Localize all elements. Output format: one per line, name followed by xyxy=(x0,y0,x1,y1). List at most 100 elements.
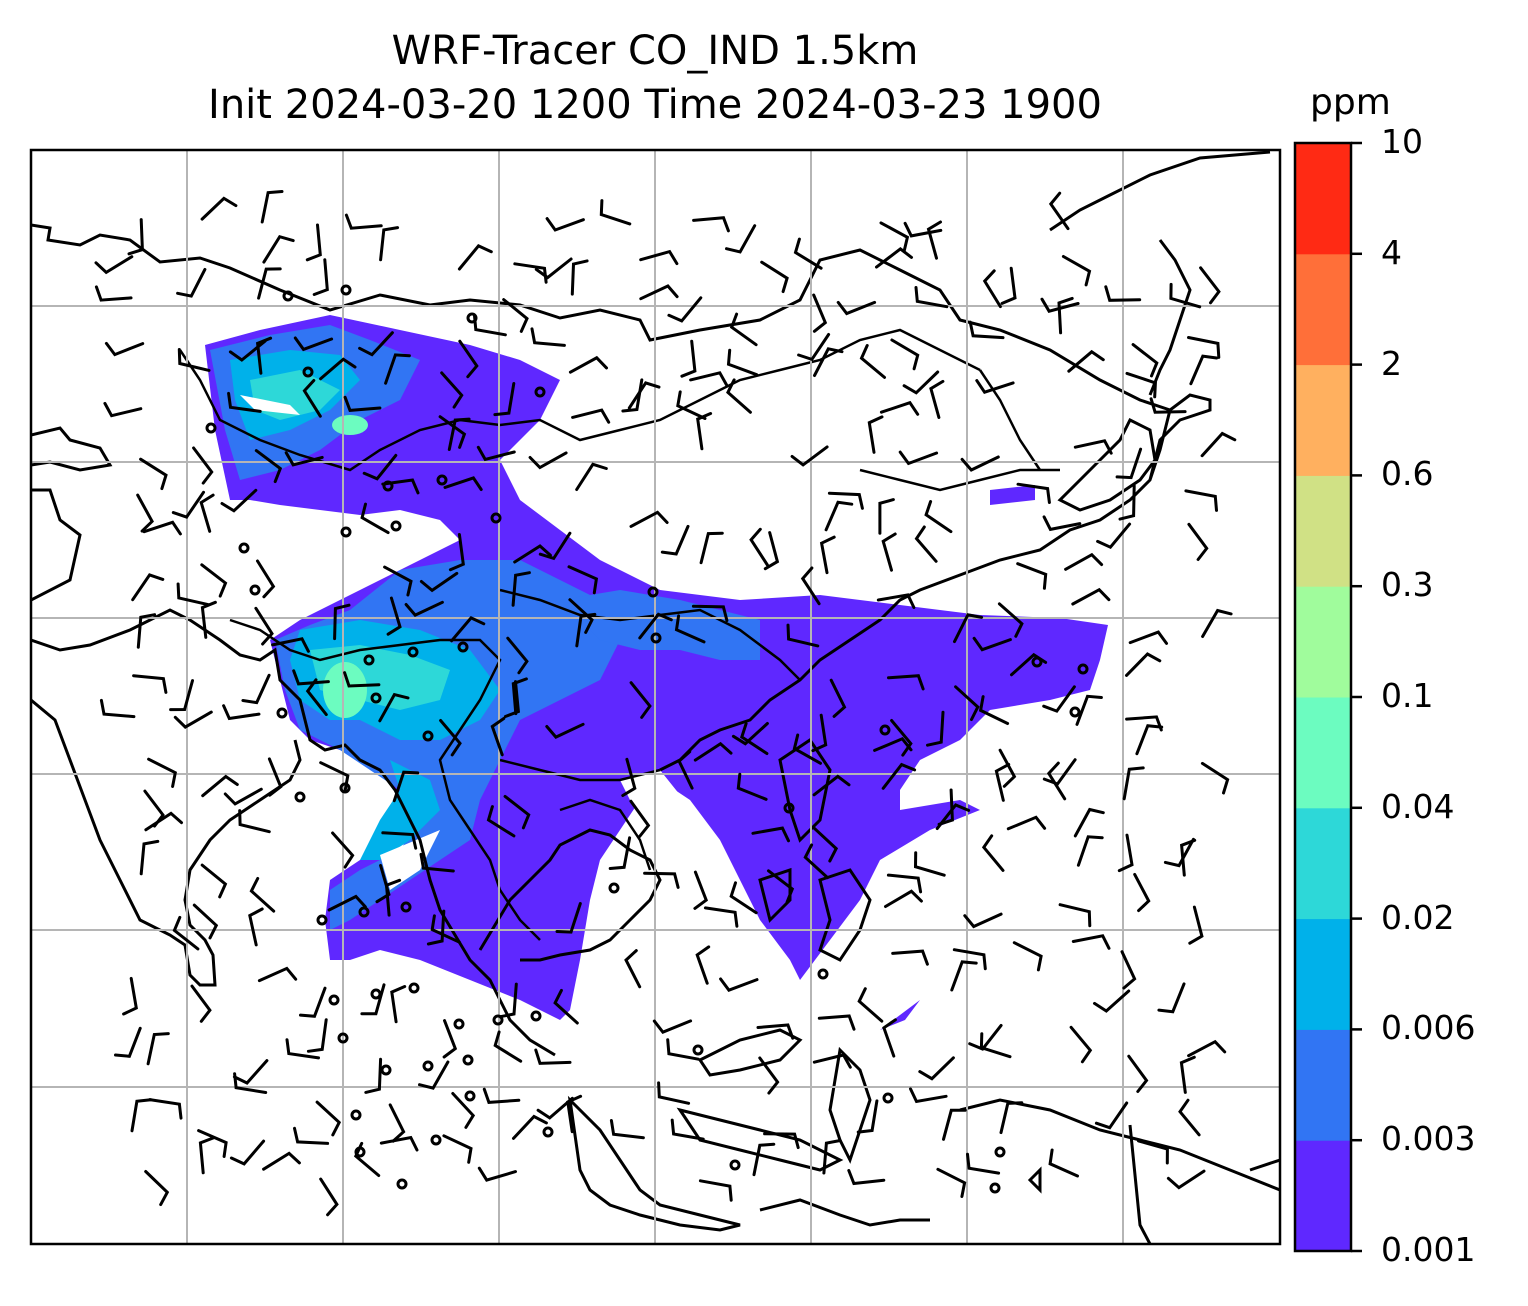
wind-barb xyxy=(285,1038,320,1060)
wind-barb xyxy=(918,1056,955,1081)
wind-barb xyxy=(148,1098,183,1120)
wind-barb xyxy=(978,695,1010,725)
wind-barb xyxy=(699,531,724,565)
wind-barb xyxy=(1000,266,1017,305)
wind-barb xyxy=(199,493,215,533)
colorbar-tick-label: 0.04 xyxy=(1381,786,1455,826)
wind-barb xyxy=(608,836,632,870)
wind-barb xyxy=(1117,833,1134,873)
wind-barb xyxy=(229,1139,266,1166)
wind-barb xyxy=(827,491,864,510)
wind-barb xyxy=(953,613,984,644)
wind-barb xyxy=(666,1038,700,1061)
colorbar-unit: ppm xyxy=(1310,82,1391,123)
wind-barb xyxy=(829,678,847,718)
wind-barb xyxy=(812,1053,852,1069)
wind-barb xyxy=(293,1126,330,1145)
wind-barb xyxy=(729,312,758,347)
wind-barb xyxy=(1042,758,1077,786)
wind-barb xyxy=(1094,1101,1129,1130)
wind-barb xyxy=(200,196,238,221)
wind-barb xyxy=(200,563,228,598)
wind-barb xyxy=(736,772,768,801)
wind-barb xyxy=(1069,1025,1093,1064)
wind-barb xyxy=(293,336,334,352)
calm-wind-circle xyxy=(882,1092,894,1104)
calm-wind-circle xyxy=(647,586,659,598)
wind-barb xyxy=(1133,872,1151,913)
wind-barb xyxy=(568,598,594,634)
wind-barb xyxy=(670,1118,705,1141)
wind-barb xyxy=(220,488,258,513)
wind-barb xyxy=(875,247,913,269)
wind-barb xyxy=(726,378,752,414)
colorbar-bin xyxy=(1295,475,1351,587)
tracer-field-max xyxy=(323,415,368,718)
wind-barb xyxy=(936,1167,967,1198)
wind-barb xyxy=(388,1103,406,1143)
wind-barb xyxy=(169,679,194,712)
wind-barb xyxy=(836,300,877,316)
wind-barb xyxy=(790,445,829,467)
wind-barb xyxy=(890,338,920,371)
wind-barb xyxy=(824,500,854,532)
calm-wind-circle xyxy=(422,1060,434,1072)
wind-barb xyxy=(271,637,310,653)
wind-barb xyxy=(935,803,971,831)
wind-barb xyxy=(511,571,531,607)
wind-barb xyxy=(1187,336,1221,359)
wind-barb xyxy=(968,320,1005,340)
wind-barb xyxy=(1166,1169,1206,1190)
wind-barb xyxy=(1006,815,1047,831)
wind-barb xyxy=(438,415,467,449)
calm-wind-circle xyxy=(354,1146,366,1158)
wind-barb xyxy=(502,298,529,333)
wind-barb xyxy=(384,353,411,385)
wind-barb xyxy=(881,762,917,790)
wind-barb xyxy=(696,412,713,451)
wind-barb xyxy=(448,533,465,572)
wind-barb xyxy=(511,677,528,716)
wind-barb xyxy=(302,379,322,418)
colorbar-tick-label: 4 xyxy=(1381,232,1402,272)
calm-wind-circle xyxy=(276,707,288,719)
wind-barb xyxy=(362,453,398,481)
wind-barb xyxy=(254,606,274,646)
wind-barb xyxy=(913,851,946,877)
calm-wind-circle xyxy=(302,366,314,378)
wind-barb xyxy=(725,224,757,254)
wind-barb xyxy=(375,864,391,904)
wind-barb xyxy=(792,733,822,765)
wind-barb xyxy=(624,949,642,989)
wind-barb xyxy=(390,985,407,1024)
wind-barb xyxy=(147,757,177,788)
wind-barb xyxy=(1012,941,1043,972)
wind-barb xyxy=(763,1132,800,1150)
wind-barb xyxy=(749,527,769,567)
wind-barb xyxy=(538,531,572,561)
wind-barb xyxy=(1179,1055,1196,1094)
calm-wind-circle xyxy=(358,906,370,918)
wind-barb xyxy=(392,770,420,803)
calm-wind-circle xyxy=(396,1178,408,1190)
calm-wind-circle xyxy=(994,1146,1006,1158)
wind-barb xyxy=(812,774,851,797)
wind-barb xyxy=(241,673,271,705)
wind-barb xyxy=(760,260,789,294)
wind-barb xyxy=(404,600,444,617)
wind-barb xyxy=(200,863,228,899)
wind-barb xyxy=(752,1142,776,1177)
wind-barb xyxy=(859,344,886,379)
wind-barb xyxy=(192,903,219,940)
calm-wind-circle xyxy=(249,584,261,596)
calm-wind-circle xyxy=(492,1014,504,1026)
calm-wind-circle xyxy=(692,1044,704,1056)
wind-barb xyxy=(344,213,383,230)
calm-wind-circle xyxy=(650,632,662,644)
wind-barb xyxy=(693,741,733,762)
wind-barb xyxy=(176,267,207,298)
wind-barb xyxy=(1073,807,1105,838)
wind-barb xyxy=(419,571,459,593)
wind-barb xyxy=(490,717,506,757)
colorbar-bin xyxy=(1295,1140,1351,1252)
